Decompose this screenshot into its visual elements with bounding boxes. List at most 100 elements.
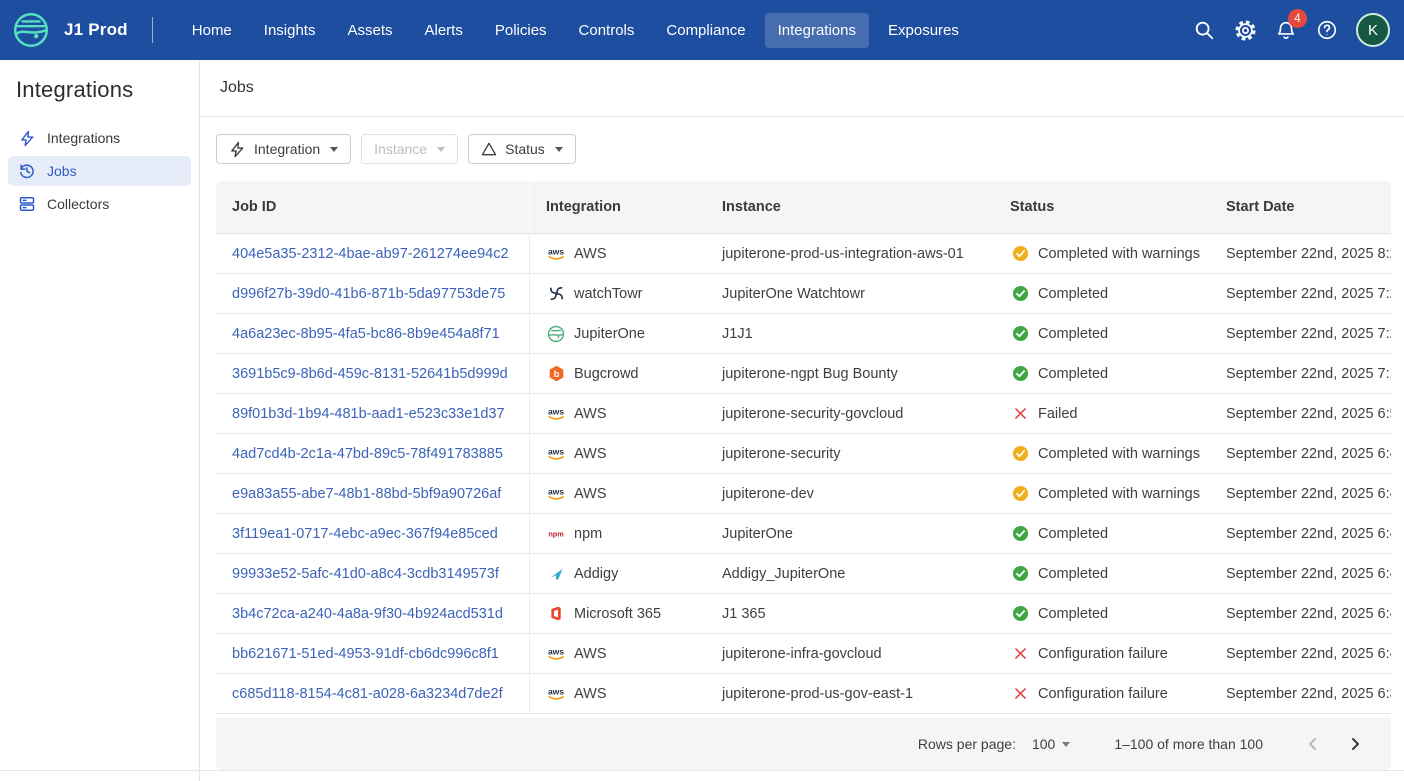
start-date: September 22nd, 2025 6:4 [1226,565,1391,582]
lightning-icon [229,141,246,158]
start-date: September 22nd, 2025 6:5 [1226,405,1391,422]
table-row: 4a6a23ec-8b95-4fa5-bc86-8b9e454a8f71 Jup… [216,314,1391,354]
svg-text:aws: aws [548,486,564,496]
status-failed-icon [1010,406,1030,421]
prev-page-button [1303,734,1323,754]
nav-item-insights[interactable]: Insights [263,21,316,39]
nav-item-controls[interactable]: Controls [578,21,635,39]
integration-name: Addigy [574,565,619,582]
start-date: September 22nd, 2025 8:2 [1226,245,1391,262]
instance-name: jupiterone-prod-us-integration-aws-01 [722,245,964,262]
status-failed-icon [1010,646,1030,661]
start-date: September 22nd, 2025 6:3 [1226,685,1391,702]
watchtowr-icon [546,285,566,302]
warning-triangle-icon [481,141,497,157]
history-icon [18,162,36,180]
table-row: 4ad7cd4b-2c1a-47bd-89c5-78f491783885 aws… [216,434,1391,474]
job-id-link[interactable]: 4a6a23ec-8b95-4fa5-bc86-8b9e454a8f71 [232,325,500,342]
instance-name: JupiterOne Watchtowr [722,285,865,302]
job-id-link[interactable]: 3f119ea1-0717-4ebc-a9ec-367f94e85ced [232,525,498,542]
column-header-status: Status [1010,199,1055,215]
table-row: 3f119ea1-0717-4ebc-a9ec-367f94e85ced npm… [216,514,1391,554]
table-row: 404e5a35-2312-4bae-ab97-261274ee94c2 aws… [216,234,1391,274]
status-label: Completed [1038,285,1109,302]
sidebar-item-integrations[interactable]: Integrations [8,123,191,153]
table-row: d996f27b-39d0-41b6-871b-5da97753de75 wat… [216,274,1391,314]
search-icon[interactable] [1192,18,1216,42]
instance-name: jupiterone-ngpt Bug Bounty [722,365,898,382]
svg-text:aws: aws [548,446,564,456]
bugcrowd-icon: b [546,365,566,382]
integration-name: AWS [574,445,607,462]
notification-badge: 4 [1288,9,1307,28]
job-id-link[interactable]: c685d118-8154-4c81-a028-6a3234d7de2f [232,685,503,702]
user-avatar[interactable]: K [1356,13,1390,47]
status-success-icon [1010,605,1030,622]
status-label: Completed [1038,565,1109,582]
nav-item-integrations[interactable]: Integrations [764,12,869,48]
table-row: e9a83a55-abe7-48b1-88bd-5bf9a90726af aws… [216,474,1391,514]
instance-name: J1 365 [722,605,766,622]
integration-name: JupiterOne [574,325,645,342]
status-label: Completed [1038,325,1109,342]
rows-per-page-value: 100 [1031,736,1056,752]
job-id-link[interactable]: 89f01b3d-1b94-481b-aad1-e523c33e1d37 [232,405,505,422]
svg-text:aws: aws [548,406,564,416]
jupiterone-logo-icon[interactable] [12,11,50,49]
instance-name: jupiterone-security [722,445,841,462]
org-name: J1 Prod [64,20,128,39]
sidebar-item-collectors[interactable]: Collectors [8,189,191,219]
sidebar-item-jobs[interactable]: Jobs [8,156,191,186]
nav-item-policies[interactable]: Policies [494,21,547,39]
nav-item-compliance[interactable]: Compliance [666,21,746,39]
integration-name: AWS [574,405,607,422]
filters-row: Integration Instance Status [216,134,1404,164]
nav-item-home[interactable]: Home [191,21,232,39]
chevron-down-icon [437,146,446,152]
start-date: September 22nd, 2025 6:4 [1226,445,1391,462]
status-label: Completed [1038,605,1109,622]
table-row: 99933e52-5afc-41d0-a8c4-3cdb3149573f Add… [216,554,1391,594]
instance-name: jupiterone-dev [722,485,814,502]
status-success-icon [1010,325,1030,342]
nav-item-alerts[interactable]: Alerts [424,21,463,39]
filter-label: Integration [254,141,321,157]
job-id-link[interactable]: 404e5a35-2312-4bae-ab97-261274ee94c2 [232,245,509,262]
job-id-link[interactable]: 4ad7cd4b-2c1a-47bd-89c5-78f491783885 [232,445,503,462]
job-id-link[interactable]: 3691b5c9-8b6d-459c-8131-52641b5d999d [232,365,508,382]
job-id-link[interactable]: 99933e52-5afc-41d0-a8c4-3cdb3149573f [232,565,499,582]
table-row: c685d118-8154-4c81-a028-6a3234d7de2f aws… [216,674,1391,714]
job-id-link[interactable]: d996f27b-39d0-41b6-871b-5da97753de75 [232,285,506,302]
integration-name: AWS [574,245,607,262]
table-header: Job ID Integration Instance Status Start Dat… [216,181,1391,234]
nav-item-exposures[interactable]: Exposures [888,21,959,39]
status-warning-icon [1010,445,1030,462]
job-id-link[interactable]: e9a83a55-abe7-48b1-88bd-5bf9a90726af [232,485,502,502]
filter-status-button[interactable]: Status [468,134,576,164]
job-id-link[interactable]: 3b4c72ca-a240-4a8a-9f30-4b924acd531d [232,605,503,622]
status-label: Failed [1038,405,1078,422]
collectors-icon [18,195,36,213]
job-id-link[interactable]: bb621671-51ed-4953-91df-cb6dc996c8f1 [232,645,499,662]
filter-integration-button[interactable]: Integration [216,134,352,164]
table-body: 404e5a35-2312-4bae-ab97-261274ee94c2 aws… [216,234,1391,714]
next-page-button[interactable] [1345,734,1365,754]
aws-icon: aws [546,245,566,263]
instance-name: J1J1 [722,325,753,342]
column-header-integration: Integration [546,199,621,215]
start-date: September 22nd, 2025 7:1 [1226,365,1391,382]
filter-instance-button: Instance [361,134,459,164]
addigy-icon [546,565,566,582]
npm-icon: npm [546,525,566,543]
status-label: Completed with warnings [1038,245,1200,262]
nav-item-assets[interactable]: Assets [347,21,393,39]
notifications-button[interactable]: 4 [1274,9,1307,42]
help-icon[interactable] [1315,18,1339,42]
filter-label: Instance [374,141,428,157]
status-label: Configuration failure [1038,685,1168,702]
table-pagination: Rows per page: 100 1–100 of more than 10… [216,718,1391,770]
gear-icon[interactable] [1233,18,1257,42]
jupiterone-icon [546,325,566,343]
instance-name: jupiterone-infra-govcloud [722,645,882,662]
rows-per-page-select[interactable]: 100 [1031,736,1071,752]
